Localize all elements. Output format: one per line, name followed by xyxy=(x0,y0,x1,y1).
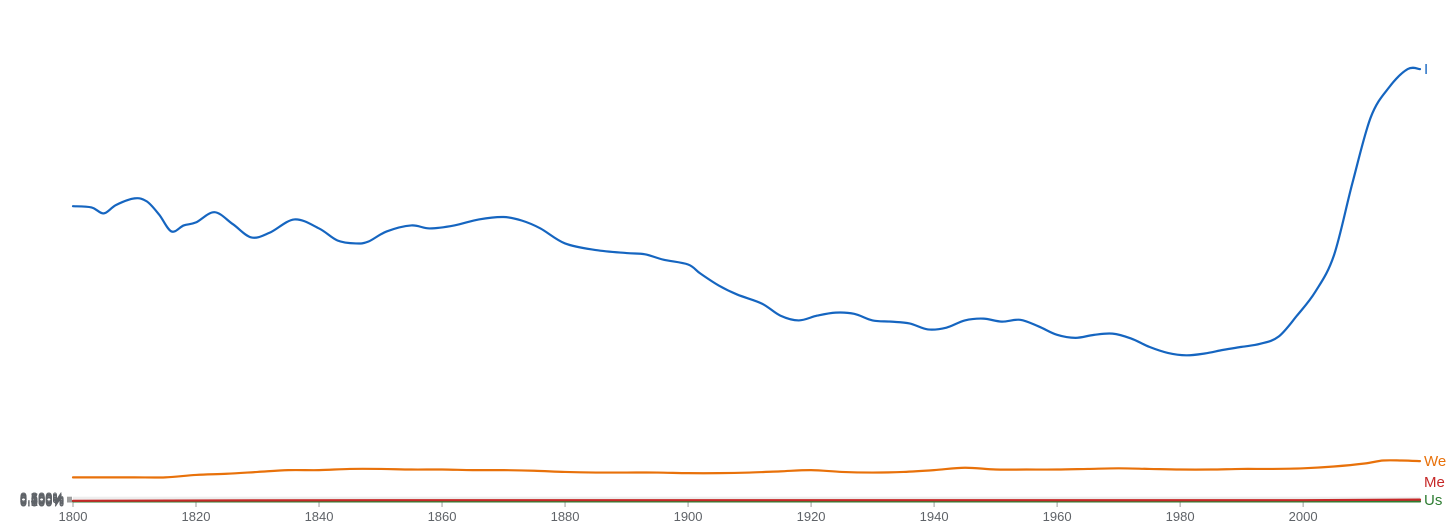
x-tick-label: 1940 xyxy=(920,509,949,524)
y-tick-label: 0.600% xyxy=(20,491,65,506)
series-line-i[interactable] xyxy=(71,66,1422,357)
series-line-we[interactable] xyxy=(71,459,1422,479)
y-tick-label: 0.000% xyxy=(20,495,65,510)
series-label-we: We xyxy=(1424,453,1446,470)
series-line-me[interactable] xyxy=(71,498,1422,502)
series-label-i: I xyxy=(1424,61,1428,78)
x-axis: 1800 1820 1840 1860 1880 1900 1920 1940 1960 1980… xyxy=(59,502,1318,524)
x-tick-label: 1980 xyxy=(1166,509,1195,524)
x-tick-label: 1860 xyxy=(428,509,457,524)
series-label-me: Me xyxy=(1424,474,1445,491)
x-tick-label: 1960 xyxy=(1043,509,1072,524)
x-tick-label: 2000 xyxy=(1289,509,1318,524)
y-tick-label: 0.400% xyxy=(20,492,65,507)
y-tick-label: 0.200% xyxy=(20,493,65,508)
y-tick-label: 0.800% xyxy=(20,490,65,505)
x-tick-label: 1820 xyxy=(182,509,211,524)
series-label-us: Us xyxy=(1424,492,1442,509)
y-axis: 0.000%0.100%0.200%0.300%0.400%0.500%0.60… xyxy=(20,490,72,510)
y-tick-label: 0.700% xyxy=(20,490,65,505)
x-tick-label: 1900 xyxy=(674,509,703,524)
y-tick-label: 0.300% xyxy=(20,493,65,508)
x-tick-label: 1920 xyxy=(797,509,826,524)
series-lines[interactable] xyxy=(71,66,1422,503)
x-tick-label: 1840 xyxy=(305,509,334,524)
x-tick-label: 1800 xyxy=(59,509,88,524)
y-tick-label: 0.500% xyxy=(20,491,65,506)
x-tick-label: 1880 xyxy=(551,509,580,524)
y-tick-label: 0.100% xyxy=(20,494,65,509)
